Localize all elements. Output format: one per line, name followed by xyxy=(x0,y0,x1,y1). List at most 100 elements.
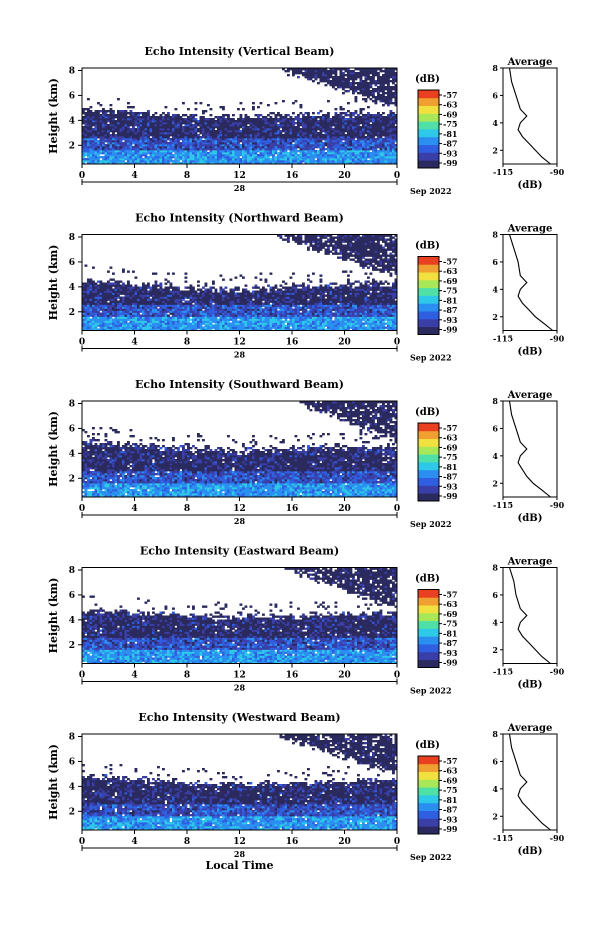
heatmap-cell xyxy=(360,144,363,146)
heatmap-cell xyxy=(137,138,140,140)
heatmap-cell xyxy=(292,140,295,142)
heatmap-cell xyxy=(205,303,208,305)
heatmap-cell xyxy=(110,301,113,303)
heatmap-cell xyxy=(187,301,190,303)
heatmap-cell xyxy=(310,122,313,124)
heatmap-cell xyxy=(107,295,110,297)
heatmap-cell xyxy=(165,148,168,150)
heatmap-cell xyxy=(87,128,90,130)
heatmap-cell xyxy=(315,74,318,76)
heatmap-cell xyxy=(112,303,115,305)
heatmap-cell xyxy=(210,309,213,311)
heatmap-cell xyxy=(195,142,198,144)
heatmap-cell xyxy=(292,72,295,74)
heatmap-cell xyxy=(392,158,395,160)
heatmap-cell xyxy=(177,120,180,122)
heatmap-cell xyxy=(202,156,205,158)
heatmap-cell xyxy=(97,295,100,297)
heatmap-cell xyxy=(172,301,175,303)
heatmap-cell xyxy=(127,134,130,136)
heatmap-cell xyxy=(137,140,140,142)
heatmap-cell xyxy=(350,144,353,146)
heatmap-cell xyxy=(212,146,215,148)
heatmap-cell xyxy=(135,327,138,329)
heatmap-cell xyxy=(225,313,228,315)
heatmap-cell xyxy=(320,144,323,146)
heatmap-cell xyxy=(210,108,213,110)
heatmap-cell xyxy=(172,120,175,122)
heatmap-cell xyxy=(195,156,198,158)
heatmap-cell xyxy=(332,80,335,82)
heatmap-cell xyxy=(197,317,200,319)
heatmap-cell xyxy=(145,285,148,287)
heatmap-cell xyxy=(280,122,283,124)
heatmap-cell xyxy=(332,152,335,154)
heatmap-cell xyxy=(175,303,178,305)
heatmap-cell xyxy=(257,138,260,140)
heatmap-cell xyxy=(365,82,368,84)
heatmap-cell xyxy=(185,295,188,297)
heatmap-cell xyxy=(330,84,333,86)
heatmap-cell xyxy=(217,158,220,160)
heatmap-cell xyxy=(127,130,130,132)
heatmap-cell xyxy=(110,110,113,112)
heatmap-cell xyxy=(200,321,203,323)
heatmap-cell xyxy=(390,92,393,94)
heatmap-cell xyxy=(210,319,213,321)
heatmap-cell xyxy=(215,317,218,319)
heatmap-cell xyxy=(167,281,170,283)
heatmap-cell xyxy=(122,321,125,323)
heatmap-cell xyxy=(350,70,353,72)
heatmap-cell xyxy=(182,118,185,120)
heatmap-cell xyxy=(372,124,375,126)
heatmap-cell xyxy=(150,130,153,132)
heatmap-cell xyxy=(172,319,175,321)
heatmap-cell xyxy=(380,122,383,124)
heatmap-cell xyxy=(327,76,330,78)
heatmap-cell xyxy=(275,158,278,160)
heatmap-cell xyxy=(312,130,315,132)
heatmap-cell xyxy=(377,152,380,154)
heatmap-cell xyxy=(227,154,230,156)
heatmap-cell xyxy=(390,120,393,122)
heatmap-cell xyxy=(172,154,175,156)
heatmap-cell xyxy=(327,128,330,130)
heatmap-cell xyxy=(147,140,150,142)
heatmap-cell xyxy=(300,152,303,154)
heatmap-cell xyxy=(372,116,375,118)
heatmap-cell xyxy=(340,148,343,150)
heatmap-cell xyxy=(177,158,180,160)
heatmap-cell xyxy=(345,134,348,136)
heatmap-cell xyxy=(210,291,213,293)
heatmap-cell xyxy=(292,124,295,126)
heatmap-cell xyxy=(202,122,205,124)
heatmap-cell xyxy=(335,158,338,160)
heatmap-cell xyxy=(157,122,160,124)
heatmap-cell xyxy=(350,72,353,74)
heatmap-cell xyxy=(90,301,93,303)
heatmap-cell xyxy=(162,299,165,301)
heatmap-cell xyxy=(170,327,173,329)
heatmap-cell xyxy=(110,124,113,126)
heatmap-cell xyxy=(130,142,133,144)
heatmap-cell xyxy=(332,140,335,142)
heatmap-cell xyxy=(332,130,335,132)
heatmap-cell xyxy=(322,152,325,154)
heatmap-cell xyxy=(100,289,103,291)
heatmap-cell xyxy=(112,144,115,146)
average-y-tick-label: 2 xyxy=(492,145,498,155)
heatmap-cell xyxy=(167,323,170,325)
heatmap-cell xyxy=(202,305,205,307)
heatmap-cell xyxy=(365,146,368,148)
heatmap-cell xyxy=(155,313,158,315)
heatmap-cell xyxy=(342,148,345,150)
heatmap-cell xyxy=(185,309,188,311)
heatmap-cell xyxy=(320,148,323,150)
heatmap-cell xyxy=(95,132,98,134)
heatmap-cell xyxy=(267,156,270,158)
heatmap-cell xyxy=(327,118,330,120)
heatmap-cell xyxy=(112,118,115,120)
heatmap-cell xyxy=(382,138,385,140)
heatmap-cell xyxy=(275,150,278,152)
heatmap-cell xyxy=(392,74,395,76)
